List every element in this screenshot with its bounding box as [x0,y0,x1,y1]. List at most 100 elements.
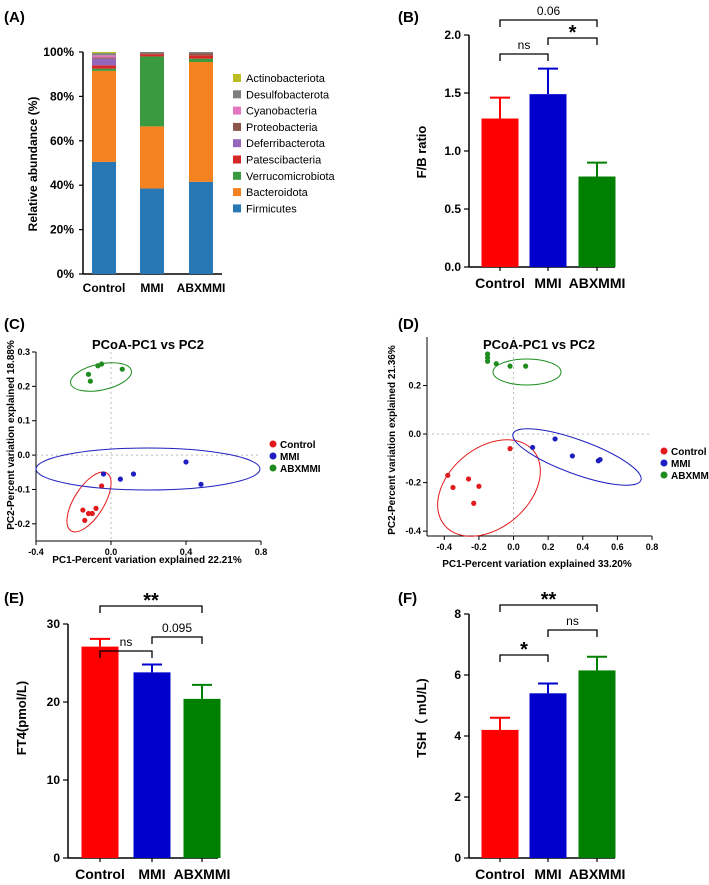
a-legend-label: Verrucomicrobiota [246,171,336,183]
d-plot-ytick-label: -0.4 [405,526,421,536]
panel-a-plot: 0% 20% 40% 60% 80% 100% Control MMI ABXMMI [43,45,225,295]
e-plot-significance-label: ns [120,635,133,649]
b-plot-category-label: MMI [534,275,561,291]
a-ytick-label: 60% [50,134,74,148]
f-plot-bar [481,729,519,858]
panel-f: (F) 0 2 4 6 8 Control MMI ABXMMI * ns ** TSH（ mU/L… [398,589,625,882]
c-plot-ytick-label: 0.0 [17,450,30,460]
f-plot-bar [578,670,616,858]
d-plot-xtick-label: 0.4 [577,542,590,552]
panel-c: (C) PCoA-PC1 vs PC2 -0.4 0.0 0.4 0.8-0.2-0.… [4,316,321,566]
c-plot-ytick-label: 0.2 [17,381,30,391]
b-plot-significance-bracket [499,53,549,61]
a-legend-swatch [233,204,241,213]
d-plot-point-control [465,476,472,482]
e-plot-significance-bracket [151,636,203,644]
panel-b-label: (B) [398,9,419,26]
f-plot-category-label: MMI [534,866,561,882]
d-plot-xtick-label: 0.6 [611,542,624,552]
a-legend-swatch [233,90,241,99]
d-plot-point-abxmmi [507,363,513,369]
panel-c-title: PCoA-PC1 vs PC2 [92,337,204,352]
b-plot-bar [529,94,567,267]
c-legend-marker [269,440,277,448]
d-plot-xtick-label: 0.0 [507,542,520,552]
c-plot-point-mmi [130,471,137,477]
a-bar-segment [189,55,213,59]
d-legend-marker [660,459,668,467]
a-ytick-label: 40% [50,178,74,192]
e-plot-ytick-label: 10 [47,773,61,787]
f-plot-significance-label: ** [541,589,557,611]
panel-b-plot: 0.0 0.5 1.0 1.5 2.0 Control MMI ABXMMI ns * 0.06 [444,4,625,291]
c-plot-point-control [80,507,86,513]
d-plot-point-abxmmi [493,361,499,367]
c-plot-xtick-label: 0.8 [255,547,268,557]
d-plot-xtick-label: 0.2 [542,542,555,552]
e-plot-ytick-label: 30 [47,617,61,631]
d-plot-xtick-label: -0.2 [471,542,487,552]
b-plot-ytick-label: 0.5 [444,202,461,216]
e-plot-category-label: ABXMMI [174,866,231,882]
d-legend-marker [660,471,668,479]
a-legend-swatch [233,188,241,197]
panel-c-ylabel: PC2-Percent variation explained 18.88% [6,340,17,530]
panel-f-plot: 0 2 4 6 8 Control MMI ABXMMI * ns ** [454,589,625,882]
b-plot-category-label: ABXMMI [569,275,626,291]
c-plot-point-control [99,483,105,489]
b-plot-significance-label: 0.06 [537,4,561,18]
a-bar-segment [140,126,164,189]
a-ytick-label: 100% [43,45,74,59]
a-bar-segment [189,53,213,56]
c-legend-label: MMI [280,452,300,463]
a-ytick-label: 20% [50,223,74,237]
c-legend-label: ABXMMI [280,464,321,475]
d-plot-point-abxmmi [484,358,491,364]
e-plot-category-label: MMI [138,866,165,882]
c-legend-marker [269,464,277,472]
panel-d-xlabel: PC1-Percent variation explained 33.20% [442,559,632,570]
f-plot-significance-bracket [547,629,598,637]
d-legend-label: Control [671,447,707,458]
a-bar-segment [140,56,164,127]
d-legend-label: ABXMMI [671,471,709,482]
b-plot-bar [578,176,616,267]
c-plot-ytick-label: 0.1 [17,416,30,426]
a-bar-segment [92,70,116,162]
b-plot-ytick-label: 1.5 [444,86,461,100]
panel-c-label: (C) [4,316,25,333]
a-legend-label: Bacteroidota [246,187,309,199]
d-plot-point-control [471,500,477,506]
d-plot-point-mmi [552,436,558,442]
b-plot-significance-bracket [547,37,598,45]
c-plot-xtick-label: 0.0 [105,547,118,557]
d-plot-point-control [476,483,482,489]
e-plot-bar [183,698,221,858]
a-category-label: Control [83,281,126,295]
a-legend-label: Cyanobacteria [246,106,318,118]
b-plot-category-label: Control [475,275,525,291]
a-bar-segment [140,188,164,274]
d-plot-ellipse-mmi [512,428,642,486]
panel-d-ylabel: PC2-Percent variation explained 21.36% [387,345,398,535]
panel-d-label: (D) [398,316,419,333]
panel-b-ylabel: F/B ratio [414,126,429,179]
f-plot-ytick-label: 8 [454,607,461,621]
f-plot-significance-label: ns [566,614,579,628]
panel-a-legend: Actinobacteriota Desulfobacterota Cyanobac… [233,73,336,215]
a-legend-swatch [233,74,241,82]
panel-e: (E) 0 10 20 30 Control MMI ABXMMI ns 0.095** FT4… [4,590,230,882]
c-plot-point-control [89,510,95,517]
e-plot-ytick-label: 20 [47,695,61,709]
a-bar-segment [92,57,116,59]
panel-c-xlabel: PC1-Percent variation explained 22.21% [52,555,242,566]
a-bar-segment [92,52,116,54]
d-legend-marker [660,447,668,455]
b-plot-bar [481,118,519,268]
c-plot-ellipse-control [66,471,112,533]
panel-a-ylabel: Relative abundance (%) [26,97,40,232]
